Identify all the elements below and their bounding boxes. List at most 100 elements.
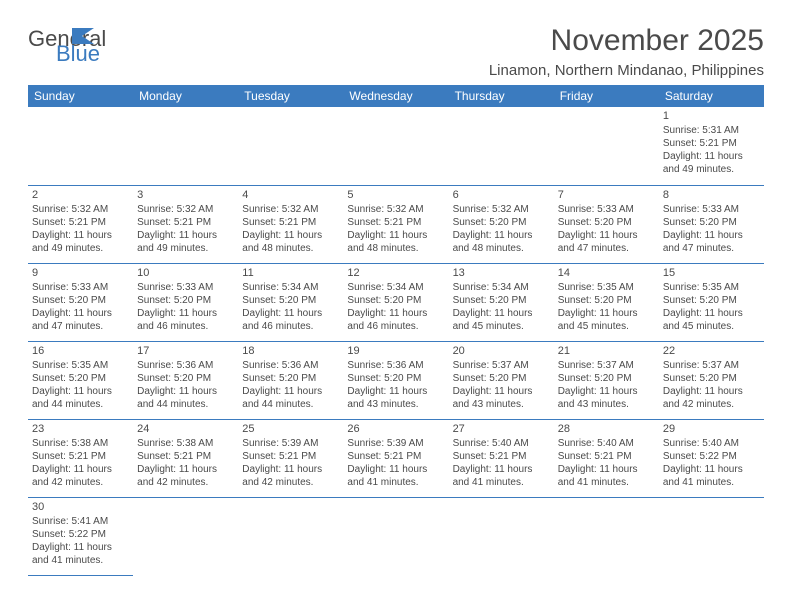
sunset-line: Sunset: 5:20 PM [32,294,129,307]
sunrise-line: Sunrise: 5:41 AM [32,515,129,528]
sunrise-line: Sunrise: 5:32 AM [137,203,234,216]
calendar-cell: 20Sunrise: 5:37 AMSunset: 5:20 PMDayligh… [449,341,554,419]
calendar-row: 9Sunrise: 5:33 AMSunset: 5:20 PMDaylight… [28,263,764,341]
day-number: 21 [558,344,655,358]
calendar-cell [238,107,343,185]
sunrise-line: Sunrise: 5:32 AM [453,203,550,216]
sunrise-line: Sunrise: 5:32 AM [32,203,129,216]
day-number: 2 [32,188,129,202]
sunset-line: Sunset: 5:20 PM [137,294,234,307]
day-number: 9 [32,266,129,280]
sunrise-line: Sunrise: 5:39 AM [347,437,444,450]
sunset-line: Sunset: 5:20 PM [137,372,234,385]
daylight-line: Daylight: 11 hours and 44 minutes. [242,385,339,411]
day-number: 27 [453,422,550,436]
sunset-line: Sunset: 5:20 PM [453,216,550,229]
calendar-cell [659,497,764,575]
sunset-line: Sunset: 5:20 PM [347,294,444,307]
sunrise-line: Sunrise: 5:38 AM [32,437,129,450]
calendar-row: 16Sunrise: 5:35 AMSunset: 5:20 PMDayligh… [28,341,764,419]
sunrise-line: Sunrise: 5:36 AM [347,359,444,372]
weekday-header: Friday [554,85,659,107]
calendar-cell: 10Sunrise: 5:33 AMSunset: 5:20 PMDayligh… [133,263,238,341]
sunset-line: Sunset: 5:20 PM [663,294,760,307]
calendar-cell: 16Sunrise: 5:35 AMSunset: 5:20 PMDayligh… [28,341,133,419]
daylight-line: Daylight: 11 hours and 44 minutes. [137,385,234,411]
sunrise-line: Sunrise: 5:35 AM [663,281,760,294]
weekday-header: Thursday [449,85,554,107]
sunrise-line: Sunrise: 5:33 AM [663,203,760,216]
month-title: November 2025 [489,24,764,58]
calendar-cell: 9Sunrise: 5:33 AMSunset: 5:20 PMDaylight… [28,263,133,341]
daylight-line: Daylight: 11 hours and 42 minutes. [32,463,129,489]
sunset-line: Sunset: 5:22 PM [32,528,129,541]
location-subtitle: Linamon, Northern Mindanao, Philippines [489,62,764,79]
day-number: 22 [663,344,760,358]
calendar-row: 23Sunrise: 5:38 AMSunset: 5:21 PMDayligh… [28,419,764,497]
day-number: 25 [242,422,339,436]
calendar-cell: 1Sunrise: 5:31 AMSunset: 5:21 PMDaylight… [659,107,764,185]
day-number: 3 [137,188,234,202]
weekday-header: Sunday [28,85,133,107]
calendar-table: Sunday Monday Tuesday Wednesday Thursday… [28,85,764,576]
daylight-line: Daylight: 11 hours and 48 minutes. [347,229,444,255]
day-number: 20 [453,344,550,358]
daylight-line: Daylight: 11 hours and 46 minutes. [242,307,339,333]
weekday-header: Saturday [659,85,764,107]
daylight-line: Daylight: 11 hours and 49 minutes. [663,150,760,176]
sunrise-line: Sunrise: 5:33 AM [558,203,655,216]
calendar-cell [554,497,659,575]
day-number: 13 [453,266,550,280]
sunrise-line: Sunrise: 5:34 AM [453,281,550,294]
sunrise-line: Sunrise: 5:33 AM [32,281,129,294]
sunset-line: Sunset: 5:20 PM [558,294,655,307]
daylight-line: Daylight: 11 hours and 47 minutes. [558,229,655,255]
daylight-line: Daylight: 11 hours and 41 minutes. [558,463,655,489]
calendar-cell: 3Sunrise: 5:32 AMSunset: 5:21 PMDaylight… [133,185,238,263]
sunset-line: Sunset: 5:20 PM [453,294,550,307]
calendar-cell: 26Sunrise: 5:39 AMSunset: 5:21 PMDayligh… [343,419,448,497]
sunrise-line: Sunrise: 5:38 AM [137,437,234,450]
calendar-cell: 25Sunrise: 5:39 AMSunset: 5:21 PMDayligh… [238,419,343,497]
calendar-cell: 17Sunrise: 5:36 AMSunset: 5:20 PMDayligh… [133,341,238,419]
sunset-line: Sunset: 5:20 PM [663,216,760,229]
calendar-cell [238,497,343,575]
day-number: 26 [347,422,444,436]
calendar-cell [449,107,554,185]
daylight-line: Daylight: 11 hours and 49 minutes. [137,229,234,255]
calendar-cell [449,497,554,575]
daylight-line: Daylight: 11 hours and 45 minutes. [663,307,760,333]
sunset-line: Sunset: 5:21 PM [137,450,234,463]
day-number: 6 [453,188,550,202]
calendar-cell: 2Sunrise: 5:32 AMSunset: 5:21 PMDaylight… [28,185,133,263]
calendar-body: 1Sunrise: 5:31 AMSunset: 5:21 PMDaylight… [28,107,764,575]
day-number: 23 [32,422,129,436]
daylight-line: Daylight: 11 hours and 46 minutes. [137,307,234,333]
sunset-line: Sunset: 5:21 PM [242,216,339,229]
title-block: November 2025 Linamon, Northern Mindanao… [489,24,764,79]
sunset-line: Sunset: 5:21 PM [32,450,129,463]
calendar-cell: 24Sunrise: 5:38 AMSunset: 5:21 PMDayligh… [133,419,238,497]
sunrise-line: Sunrise: 5:40 AM [453,437,550,450]
sunset-line: Sunset: 5:20 PM [453,372,550,385]
daylight-line: Daylight: 11 hours and 41 minutes. [663,463,760,489]
day-number: 12 [347,266,444,280]
calendar-cell [554,107,659,185]
sunset-line: Sunset: 5:20 PM [242,372,339,385]
day-number: 4 [242,188,339,202]
calendar-cell: 15Sunrise: 5:35 AMSunset: 5:20 PMDayligh… [659,263,764,341]
daylight-line: Daylight: 11 hours and 43 minutes. [453,385,550,411]
sunset-line: Sunset: 5:20 PM [242,294,339,307]
calendar-cell: 13Sunrise: 5:34 AMSunset: 5:20 PMDayligh… [449,263,554,341]
sunset-line: Sunset: 5:20 PM [663,372,760,385]
daylight-line: Daylight: 11 hours and 42 minutes. [137,463,234,489]
sunrise-line: Sunrise: 5:36 AM [242,359,339,372]
calendar-row: 1Sunrise: 5:31 AMSunset: 5:21 PMDaylight… [28,107,764,185]
daylight-line: Daylight: 11 hours and 42 minutes. [663,385,760,411]
day-number: 24 [137,422,234,436]
daylight-line: Daylight: 11 hours and 48 minutes. [242,229,339,255]
daylight-line: Daylight: 11 hours and 47 minutes. [663,229,760,255]
sunset-line: Sunset: 5:20 PM [347,372,444,385]
sunset-line: Sunset: 5:21 PM [347,450,444,463]
day-number: 16 [32,344,129,358]
